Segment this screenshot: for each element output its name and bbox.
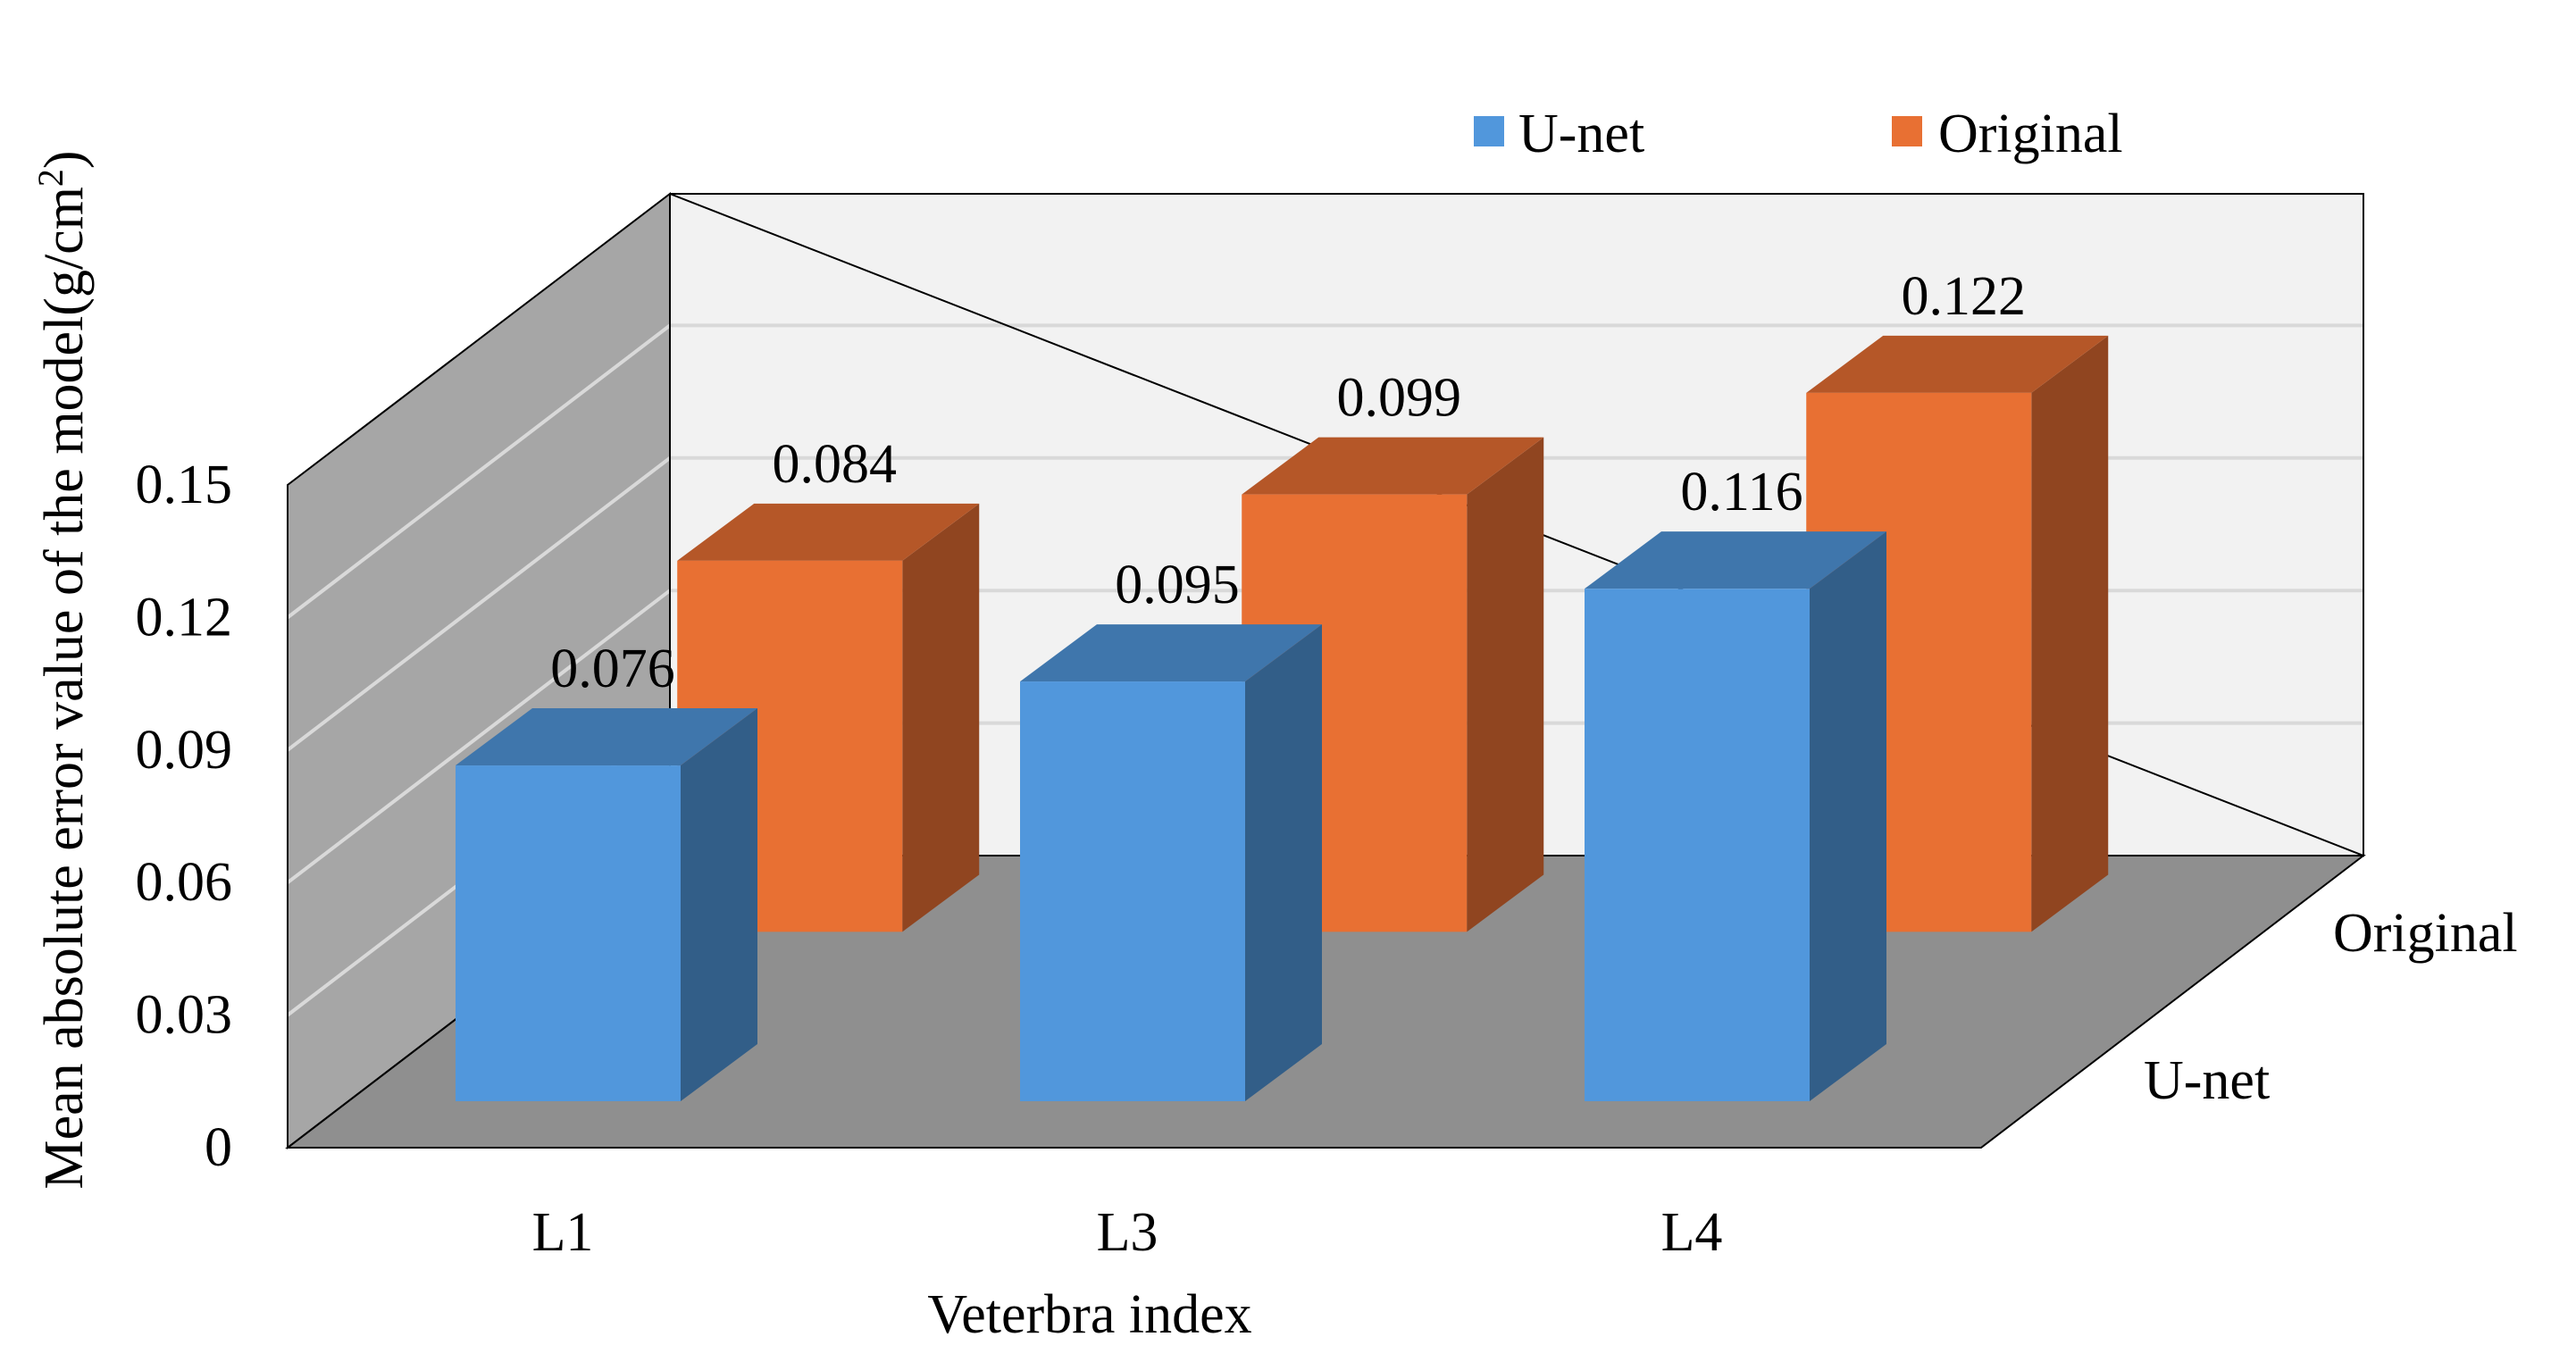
data-label: 0.122: [1901, 266, 2026, 327]
depth-axis-labels: U-net Original: [2144, 903, 2518, 1111]
depth-label: U-net: [2144, 1050, 2270, 1111]
y-axis-title: Mean absolute error value of the model(g…: [30, 150, 96, 1189]
x-tick-label: L4: [1661, 1202, 1723, 1263]
legend: U-net Original: [1474, 104, 2123, 164]
bar-side: [2031, 335, 2109, 932]
bar-top: [677, 503, 980, 561]
bar-top: [1585, 531, 1886, 589]
bar-top: [1806, 335, 2109, 393]
y-tick-label: 0.15: [136, 455, 233, 515]
bar-front: [1585, 589, 1810, 1101]
y-tick-label: 0.06: [136, 852, 233, 913]
y-tick-label: 0: [205, 1117, 232, 1178]
bar-u-net-l4: [1585, 531, 1886, 1101]
y-axis-ticks: 0 0.03 0.06 0.09 0.12 0.15: [136, 455, 233, 1178]
y-tick-label: 0.12: [136, 587, 233, 648]
y-tick-label: 0.03: [136, 985, 233, 1046]
bar-u-net-l1: [456, 708, 757, 1101]
bar-top: [456, 708, 757, 766]
data-label: 0.084: [772, 434, 897, 495]
legend-label-original: Original: [1938, 104, 2123, 164]
bar-u-net-l3: [1020, 624, 1322, 1101]
data-labels: 0.084 0.099 0.122 0.076 0.095 0.116: [550, 266, 2026, 699]
legend-swatch-original: [1892, 116, 1922, 146]
bar-side: [1810, 531, 1886, 1101]
bar-top: [1242, 437, 1544, 495]
bar-side: [681, 708, 757, 1101]
bars-unet: [456, 531, 1886, 1101]
x-tick-label: L1: [532, 1202, 594, 1263]
data-label: 0.076: [550, 639, 675, 699]
x-axis-ticks: L1 L3 L4: [532, 1202, 1723, 1263]
x-tick-label: L3: [1097, 1202, 1158, 1263]
bar-side: [1245, 624, 1322, 1101]
legend-label-unet: U-net: [1518, 104, 1644, 164]
bar-front: [1020, 681, 1245, 1101]
depth-label: Original: [2333, 903, 2518, 964]
x-axis-title: Veterbra index: [927, 1284, 1251, 1345]
bar-front: [456, 765, 681, 1101]
bar-top: [1020, 624, 1322, 682]
bar-side: [902, 503, 980, 932]
data-label: 0.099: [1336, 368, 1461, 429]
y-tick-label: 0.09: [136, 720, 233, 781]
legend-swatch-unet: [1474, 116, 1504, 146]
bar-original-l3: [1242, 437, 1544, 932]
data-label: 0.116: [1680, 462, 1802, 522]
data-label: 0.095: [1115, 555, 1240, 615]
bar-side: [1467, 437, 1544, 932]
